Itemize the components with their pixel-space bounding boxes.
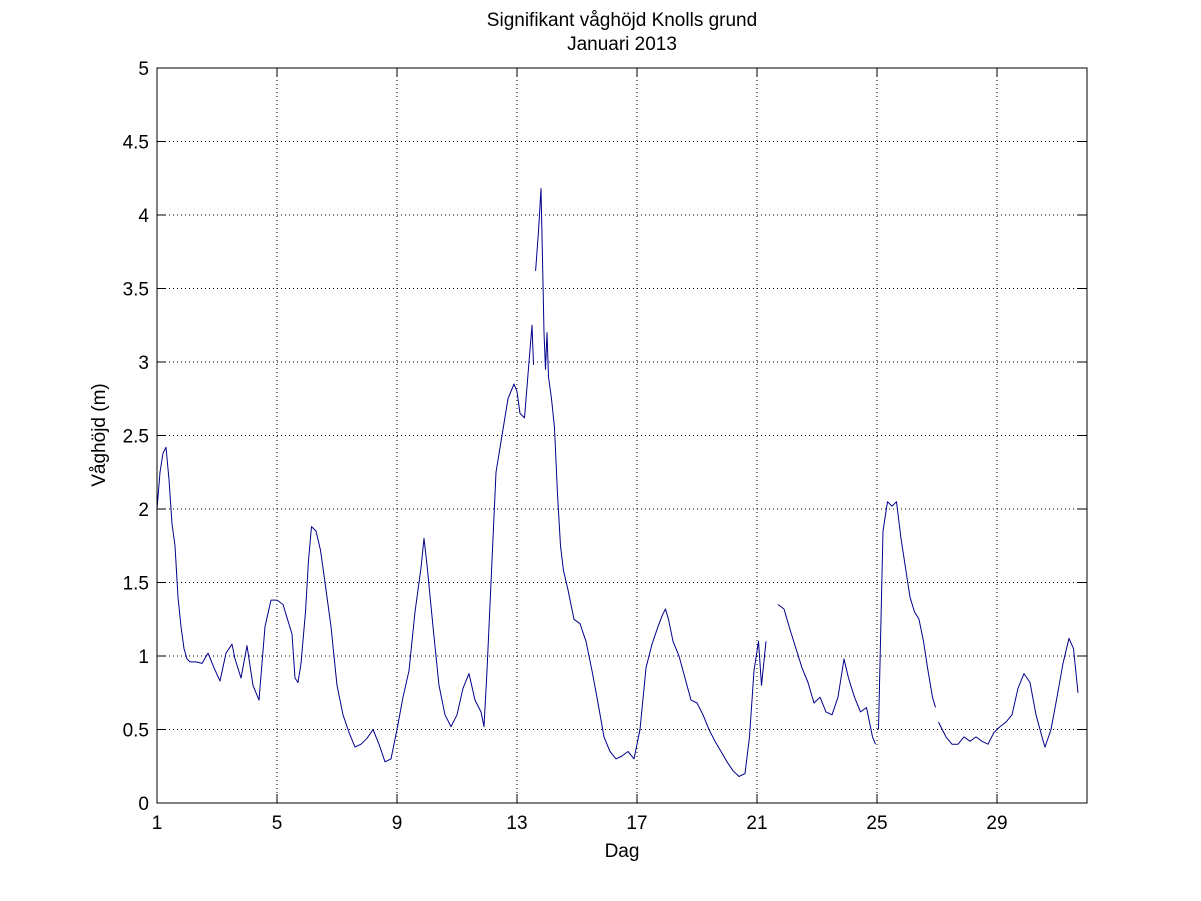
ticks: 1 5 9 13 17 21 25 29 0 0.5 1 1.5 2 2.5 3 3.5 4 4.5 5 bbox=[123, 59, 1087, 834]
y-tick-label: 5 bbox=[138, 59, 149, 80]
y-axis-label: Våghöjd (m) bbox=[89, 383, 110, 487]
grid bbox=[157, 68, 1087, 803]
x-tick-label: 13 bbox=[506, 813, 527, 834]
y-tick-label: 2 bbox=[138, 500, 149, 521]
x-tick-label: 5 bbox=[272, 813, 283, 834]
x-tick-label: 21 bbox=[746, 813, 767, 834]
series-2 bbox=[777, 501, 936, 745]
y-tick-label: 0.5 bbox=[123, 721, 149, 742]
y-tick-label: 0 bbox=[138, 794, 149, 815]
x-tick-label: 25 bbox=[866, 813, 887, 834]
series-line bbox=[156, 324, 534, 763]
y-tick-label: 4.5 bbox=[123, 133, 149, 154]
series-line bbox=[535, 188, 767, 777]
y-tick-label: 4 bbox=[138, 206, 149, 227]
series-line bbox=[878, 501, 936, 730]
series-line bbox=[938, 637, 1079, 748]
y-tick-label: 1 bbox=[138, 647, 149, 668]
series-3 bbox=[938, 637, 1079, 748]
x-tick-label: 1 bbox=[152, 813, 163, 834]
x-axis-label: Dag bbox=[605, 841, 640, 862]
data-series bbox=[156, 188, 1079, 777]
x-tick-label: 17 bbox=[626, 813, 647, 834]
x-tick-label: 9 bbox=[392, 813, 403, 834]
chart-subtitle: Januari 2013 bbox=[567, 34, 677, 55]
series-1 bbox=[156, 188, 767, 777]
series-line bbox=[777, 604, 876, 745]
chart-title: Signifikant våghöjd Knolls grund bbox=[487, 10, 757, 31]
y-tick-label: 3 bbox=[138, 353, 149, 374]
y-tick-label: 3.5 bbox=[123, 280, 149, 301]
y-tick-label: 1.5 bbox=[123, 574, 149, 595]
x-tick-label: 29 bbox=[986, 813, 1007, 834]
y-tick-label: 2.5 bbox=[123, 427, 149, 448]
